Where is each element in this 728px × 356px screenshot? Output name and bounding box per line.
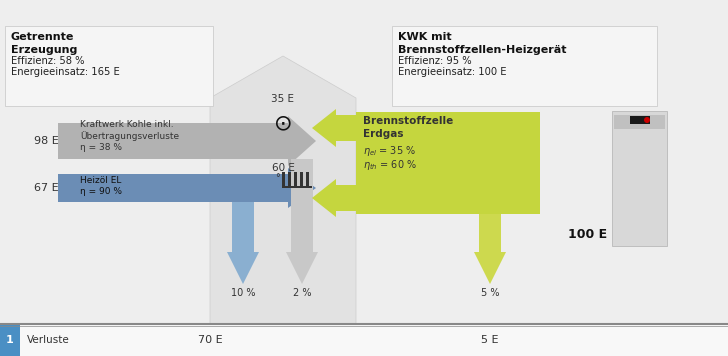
- Text: 5 E: 5 E: [481, 335, 499, 345]
- Bar: [356, 112, 540, 214]
- Bar: [0, 324, 20, 356]
- Text: 60 E: 60 E: [272, 163, 294, 173]
- Circle shape: [644, 117, 650, 123]
- Text: 70 E: 70 E: [198, 335, 222, 345]
- Bar: [282, 172, 285, 186]
- Polygon shape: [227, 202, 259, 284]
- Bar: [300, 172, 303, 186]
- Text: $\eta_{el}$ = 35 %: $\eta_{el}$ = 35 %: [363, 144, 416, 158]
- Bar: [5, 26, 213, 106]
- Text: 98 E: 98 E: [34, 136, 59, 146]
- Polygon shape: [58, 168, 316, 208]
- Text: ⊙: ⊙: [274, 113, 293, 133]
- Text: Verluste: Verluste: [27, 335, 70, 345]
- Text: 67 E: 67 E: [34, 183, 59, 193]
- Bar: [0, 324, 728, 356]
- Text: Heizöl EL
η = 90 %: Heizöl EL η = 90 %: [80, 176, 122, 196]
- Text: $\eta_{th}$ = 60 %: $\eta_{th}$ = 60 %: [363, 158, 417, 172]
- Bar: [614, 115, 665, 129]
- Bar: [306, 172, 309, 186]
- Polygon shape: [474, 214, 506, 284]
- Text: Brennstoffzelle: Brennstoffzelle: [363, 116, 454, 126]
- Text: Erdgas: Erdgas: [363, 129, 403, 139]
- Text: Effizienz: 95 %: Effizienz: 95 %: [398, 56, 472, 66]
- Bar: [612, 111, 667, 246]
- Text: Getrennte
Erzeugung: Getrennte Erzeugung: [11, 32, 77, 55]
- Text: 5 %: 5 %: [480, 288, 499, 298]
- Bar: [630, 116, 650, 124]
- Text: Effizienz: 58 %: Effizienz: 58 %: [11, 56, 84, 66]
- Text: 1: 1: [6, 335, 14, 345]
- Polygon shape: [286, 159, 318, 284]
- Text: Energieeinsatz: 100 E: Energieeinsatz: 100 E: [398, 67, 507, 77]
- Polygon shape: [312, 179, 356, 217]
- Text: 35 E: 35 E: [272, 94, 295, 104]
- Polygon shape: [58, 116, 316, 166]
- Text: Kraftwerk Kohle inkl.
Übertragungsverluste
η = 38 %: Kraftwerk Kohle inkl. Übertragungsverlus…: [80, 120, 179, 152]
- Bar: [294, 172, 297, 186]
- Text: KWK mit
Brennstoffzellen-Heizgerät: KWK mit Brennstoffzellen-Heizgerät: [398, 32, 566, 55]
- Bar: [288, 172, 291, 186]
- Text: °: °: [276, 173, 280, 183]
- Bar: [282, 186, 312, 188]
- Bar: [0, 34, 728, 324]
- Text: 100 E: 100 E: [569, 228, 608, 241]
- Polygon shape: [210, 56, 356, 324]
- Polygon shape: [312, 109, 356, 147]
- Text: 10 %: 10 %: [231, 288, 256, 298]
- Bar: [392, 26, 657, 106]
- Text: 2 %: 2 %: [293, 288, 312, 298]
- Text: Energieeinsatz: 165 E: Energieeinsatz: 165 E: [11, 67, 119, 77]
